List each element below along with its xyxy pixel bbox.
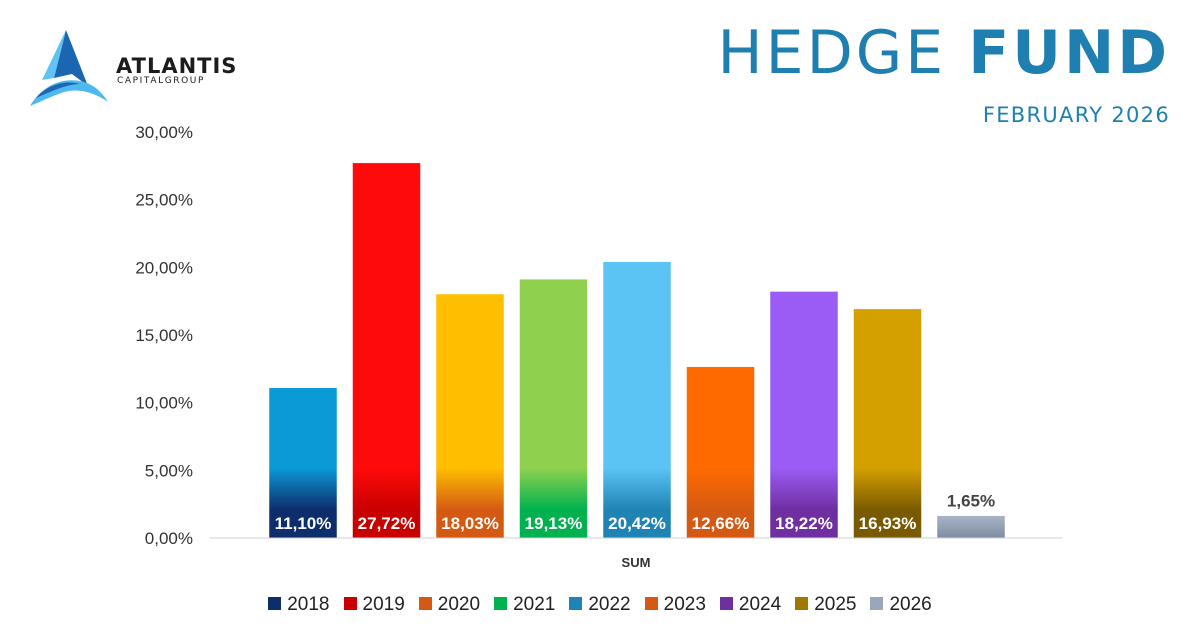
legend-item-2023: 2023 bbox=[644, 594, 706, 616]
legend-item-2025: 2025 bbox=[795, 594, 856, 616]
legend-swatch bbox=[569, 597, 583, 611]
legend-item-2026: 2026 bbox=[870, 594, 932, 616]
bar-2025 bbox=[853, 308, 922, 539]
y-tick-label: 30,00% bbox=[135, 123, 193, 142]
legend-swatch bbox=[870, 597, 884, 611]
legend-label: 2021 bbox=[513, 594, 556, 615]
company-logo: ATLANTIS CAPITALGROUP bbox=[28, 28, 268, 110]
data-label-2021: 19,13% bbox=[525, 514, 583, 533]
data-label-2025: 16,93% bbox=[859, 514, 917, 533]
atlantis-logo-icon bbox=[30, 30, 108, 106]
y-tick-label: 25,00% bbox=[135, 191, 193, 210]
legend-item-2021: 2021 bbox=[494, 594, 555, 616]
bar-2026 bbox=[936, 515, 1006, 539]
y-axis: 0,00% 5,00% 10,00% 15,00% 20,00% 25,00% 30,00% bbox=[135, 123, 193, 548]
legend-label: 2023 bbox=[663, 594, 706, 615]
logo-name: ATLANTIS bbox=[116, 54, 238, 78]
legend-label: 2020 bbox=[437, 594, 481, 615]
data-label-2024: 18,22% bbox=[775, 514, 833, 533]
logo-subtitle: CAPITALGROUP bbox=[117, 76, 206, 86]
y-tick-label: 20,00% bbox=[135, 258, 193, 277]
title-bold: FUND bbox=[968, 18, 1170, 88]
bar-2022 bbox=[602, 261, 672, 539]
legend-swatch bbox=[719, 597, 733, 611]
y-tick-label: 5,00% bbox=[145, 461, 193, 480]
bars: 11,10% 27,72% 18,03% 19,13% 20,42% 12,66% 18,2… bbox=[268, 162, 1006, 539]
data-label-2023: 12,66% bbox=[692, 514, 750, 533]
data-label-2018: 11,10% bbox=[275, 514, 332, 533]
legend-label: 2019 bbox=[362, 594, 405, 615]
legend-item-2020: 2020 bbox=[418, 594, 481, 616]
bar-2019 bbox=[352, 162, 421, 539]
page-title: HEDGE FUND bbox=[718, 18, 1170, 88]
page-subtitle: FEBRUARY 2026 bbox=[982, 103, 1170, 127]
legend-label: 2025 bbox=[814, 594, 857, 615]
data-label-2022: 20,42% bbox=[608, 514, 666, 533]
legend-label: 2026 bbox=[889, 594, 932, 615]
legend-swatch bbox=[644, 597, 658, 611]
title-light: HEDGE bbox=[717, 18, 947, 88]
legend-label: 2022 bbox=[588, 594, 631, 615]
data-label-2020: 18,03% bbox=[441, 514, 499, 533]
x-axis-label: SUM bbox=[622, 555, 651, 570]
legend-swatch bbox=[343, 597, 357, 611]
legend-item-2024: 2024 bbox=[719, 594, 782, 616]
bar-2021 bbox=[519, 278, 588, 539]
chart-legend: 2018 2019 2020 2021 2022 2023 2024 2025 2026 bbox=[0, 594, 1200, 616]
legend-item-2022: 2022 bbox=[569, 594, 631, 616]
legend-label: 2018 bbox=[287, 594, 330, 615]
legend-swatch bbox=[795, 597, 809, 611]
bar-2024 bbox=[769, 291, 839, 539]
bar-2020 bbox=[435, 293, 505, 539]
bar-2018 bbox=[268, 387, 338, 539]
legend-item-2019: 2019 bbox=[343, 594, 405, 616]
legend-swatch bbox=[494, 597, 508, 611]
y-tick-label: 10,00% bbox=[135, 394, 193, 413]
data-label-2026: 1,65% bbox=[947, 492, 995, 511]
y-tick-label: 0,00% bbox=[145, 529, 193, 548]
legend-item-2018: 2018 bbox=[268, 594, 330, 616]
data-label-2019: 27,72% bbox=[358, 514, 416, 533]
bar-2023 bbox=[686, 366, 755, 539]
legend-label: 2024 bbox=[738, 594, 782, 615]
legend-swatch bbox=[418, 597, 432, 611]
y-tick-label: 15,00% bbox=[135, 326, 193, 345]
bar-chart: 0,00% 5,00% 10,00% 15,00% 20,00% 25,00% 30,00%… bbox=[135, 123, 1062, 570]
legend-swatch bbox=[268, 597, 282, 611]
